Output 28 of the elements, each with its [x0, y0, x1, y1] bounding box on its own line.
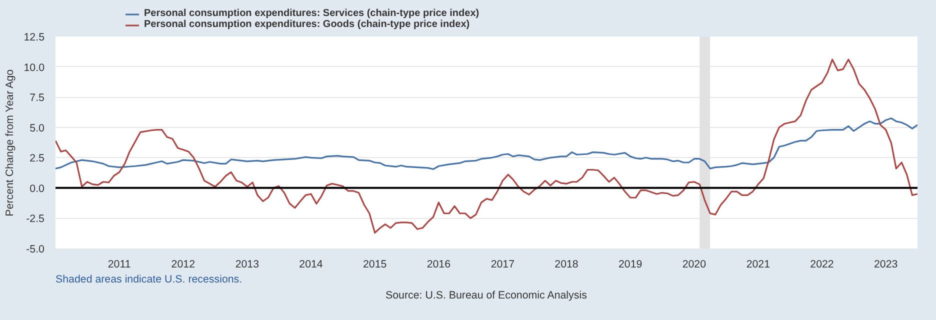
y-tick-label: 2.5 [30, 152, 45, 165]
y-tick-label: 7.5 [30, 92, 45, 104]
line-series [56, 117, 918, 170]
x-tick-label: 2022 [810, 258, 834, 270]
x-tick-label: 2012 [171, 258, 196, 270]
y-tick-label: 0.0 [30, 182, 45, 195]
x-tick-label: 2016 [426, 258, 451, 270]
x-tick-label: 2014 [299, 258, 323, 270]
text: Shaded areas indicate U.S. recessions. [56, 274, 242, 286]
x-tick-label: 2020 [682, 258, 706, 270]
y-axis-title: Percent Change from Year Ago [4, 69, 16, 216]
line-series [56, 58, 918, 234]
x-tick-label: 2015 [362, 258, 387, 270]
x-tick-label: 2023 [874, 258, 898, 270]
x-tick-label: 2011 [108, 258, 131, 270]
legend-label: Personal consumption expenditures: Goods (chain-type price index) [144, 19, 470, 30]
y-tick-label: 10.0 [24, 62, 45, 74]
y-tick-label: 12.5 [24, 32, 45, 44]
y-tick-label: 5.0 [30, 122, 45, 134]
x-tick-label: 2013 [235, 258, 260, 270]
x-tick-label: 2021 [746, 258, 770, 270]
x-tick-label: 2019 [618, 258, 642, 270]
source-note: Source: U.S. Bureau of Economic Analysis [386, 290, 587, 302]
legend-label: Personal consumption expenditures: Services (chain-type price index) [144, 8, 480, 19]
y-tick-label: -5.0 [26, 244, 45, 256]
y-tick-label: -2.5 [26, 213, 45, 226]
x-tick-label: 2017 [490, 258, 515, 270]
x-tick-label: 2018 [554, 258, 578, 270]
